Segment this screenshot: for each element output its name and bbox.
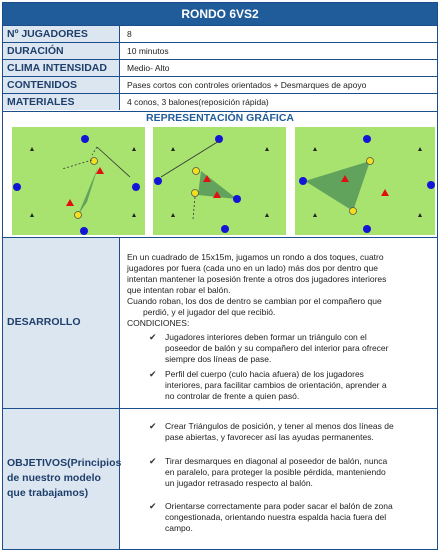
info-label: MATERIALES [3, 94, 120, 110]
info-value: 10 minutos [127, 46, 169, 56]
text-line: no controlar de frente a quien pasó. [165, 391, 300, 401]
text-line: un jugador retrasado respecto al balón. [165, 478, 313, 488]
text-line: Cuando roban, los dos de dentro se cambi… [127, 296, 382, 306]
condition-item: Jugadores interiores deben formar un tri… [165, 332, 435, 365]
info-row-players: Nº JUGADORES 8 [3, 25, 437, 42]
text-line: pase abiertas, y favorecer así las ayuda… [165, 432, 374, 442]
text-line: CONDICIONES: [127, 318, 190, 328]
info-value: Pases cortos con controles orientados + … [127, 80, 367, 90]
drill-title: RONDO 6VS2 [3, 3, 437, 25]
graphic-section: REPRESENTACIÓN GRÁFICA [3, 111, 437, 237]
text-line: Crear Triángulos de posición, y tener al… [165, 421, 394, 431]
text-line: congestionada, orientando nuestra espald… [165, 512, 387, 522]
objective-item: Orientarse correctamente para poder saca… [165, 501, 435, 534]
info-label: CONTENIDOS [3, 77, 120, 93]
text-line: que intentan robar el balón. [127, 285, 231, 295]
condition-item: Perfil del cuerpo (culo hacia afuera) de… [165, 369, 435, 402]
objectives-label-line: de nuestro modelo [7, 472, 101, 484]
objectives-label-line: OBJETIVOS(Principios [7, 457, 122, 469]
pitch-diagram-2 [153, 127, 286, 235]
check-icon: ✔ [149, 501, 157, 511]
info-label: CLIMA INTENSIDAD [3, 60, 120, 76]
text-line: siempre dos líneas de pase. [165, 354, 272, 364]
development-text: En un cuadrado de 15x15m, jugamos un ron… [127, 252, 433, 329]
text-line: Perfil del cuerpo (culo hacia afuera) de… [165, 369, 364, 379]
info-label: DURACIÓN [3, 43, 120, 59]
info-row-contents: CONTENIDOS Pases cortos con controles or… [3, 76, 437, 93]
info-row-intensity: CLIMA INTENSIDAD Medio- Alto [3, 59, 437, 76]
check-icon: ✔ [149, 332, 157, 342]
text-line: jugadores por fuera (cada uno en un lado… [127, 263, 378, 273]
info-row-duration: DURACIÓN 10 minutos [3, 42, 437, 59]
text-line: Orientarse correctamente para poder saca… [165, 501, 393, 511]
pitch-diagram-1 [12, 127, 145, 235]
development-label: DESARROLLO [7, 316, 81, 328]
text-line: Tirar desmarques en diagonal al poseedor… [165, 456, 388, 466]
text-line: interiores, para facilitar cambios de or… [165, 380, 387, 390]
objective-item: Crear Triángulos de posición, y tener al… [165, 421, 435, 443]
text-line: en paralelo, para proteger la posible pé… [165, 467, 386, 477]
info-value: 4 conos, 3 balones(reposición rápida) [127, 97, 269, 107]
text-line: campo. [165, 523, 193, 533]
text-line: poseedor de balón y su compañero del int… [165, 343, 389, 353]
text-line: perdió, y el jugador del que recibió. [143, 307, 276, 317]
check-icon: ✔ [149, 456, 157, 466]
check-icon: ✔ [149, 369, 157, 379]
info-label: Nº JUGADORES [3, 26, 120, 42]
text-line: En un cuadrado de 15x15m, jugamos un ron… [127, 252, 384, 262]
objectives-section: OBJETIVOS(Principios de nuestro modelo q… [3, 408, 437, 549]
development-section: DESARROLLO En un cuadrado de 15x15m, jug… [3, 237, 437, 408]
development-label-cell: DESARROLLO [3, 238, 120, 408]
objectives-label-line: que trabajamos) [7, 487, 89, 499]
graphic-title: REPRESENTACIÓN GRÁFICA [146, 112, 294, 124]
text-line: Jugadores interiores deben formar un tri… [165, 332, 367, 342]
info-row-materials: MATERIALES 4 conos, 3 balones(reposición… [3, 93, 437, 110]
pitch-diagram-3 [295, 127, 435, 235]
objective-item: Tirar desmarques en diagonal al poseedor… [165, 456, 435, 489]
info-value: 8 [127, 29, 132, 39]
text-line: intentan mantener la posesión frente a o… [127, 274, 387, 284]
info-value: Medio- Alto [127, 63, 170, 73]
objectives-label-cell: OBJETIVOS(Principios de nuestro modelo q… [3, 409, 122, 549]
check-icon: ✔ [149, 421, 157, 431]
